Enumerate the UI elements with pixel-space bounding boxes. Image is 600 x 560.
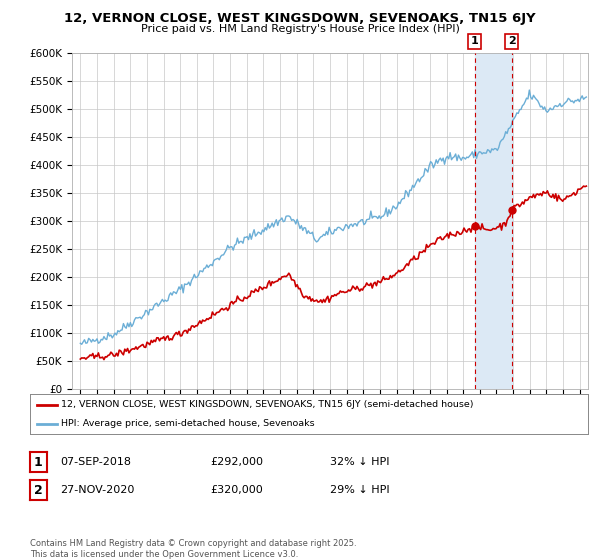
- Text: 27-NOV-2020: 27-NOV-2020: [60, 485, 134, 495]
- Text: £320,000: £320,000: [210, 485, 263, 495]
- Text: Price paid vs. HM Land Registry's House Price Index (HPI): Price paid vs. HM Land Registry's House …: [140, 24, 460, 34]
- Text: 12, VERNON CLOSE, WEST KINGSDOWN, SEVENOAKS, TN15 6JY (semi-detached house): 12, VERNON CLOSE, WEST KINGSDOWN, SEVENO…: [61, 400, 473, 409]
- Text: 2: 2: [508, 36, 515, 46]
- Text: HPI: Average price, semi-detached house, Sevenoaks: HPI: Average price, semi-detached house,…: [61, 419, 314, 428]
- Text: Contains HM Land Registry data © Crown copyright and database right 2025.
This d: Contains HM Land Registry data © Crown c…: [30, 539, 356, 559]
- Bar: [475, 53, 512, 389]
- Text: 2: 2: [34, 483, 43, 497]
- Text: 32% ↓ HPI: 32% ↓ HPI: [330, 457, 389, 467]
- Text: £292,000: £292,000: [210, 457, 263, 467]
- Text: 12, VERNON CLOSE, WEST KINGSDOWN, SEVENOAKS, TN15 6JY: 12, VERNON CLOSE, WEST KINGSDOWN, SEVENO…: [64, 12, 536, 25]
- Text: 1: 1: [471, 36, 479, 46]
- Text: 07-SEP-2018: 07-SEP-2018: [60, 457, 131, 467]
- Text: 1: 1: [34, 455, 43, 469]
- Text: 29% ↓ HPI: 29% ↓ HPI: [330, 485, 389, 495]
